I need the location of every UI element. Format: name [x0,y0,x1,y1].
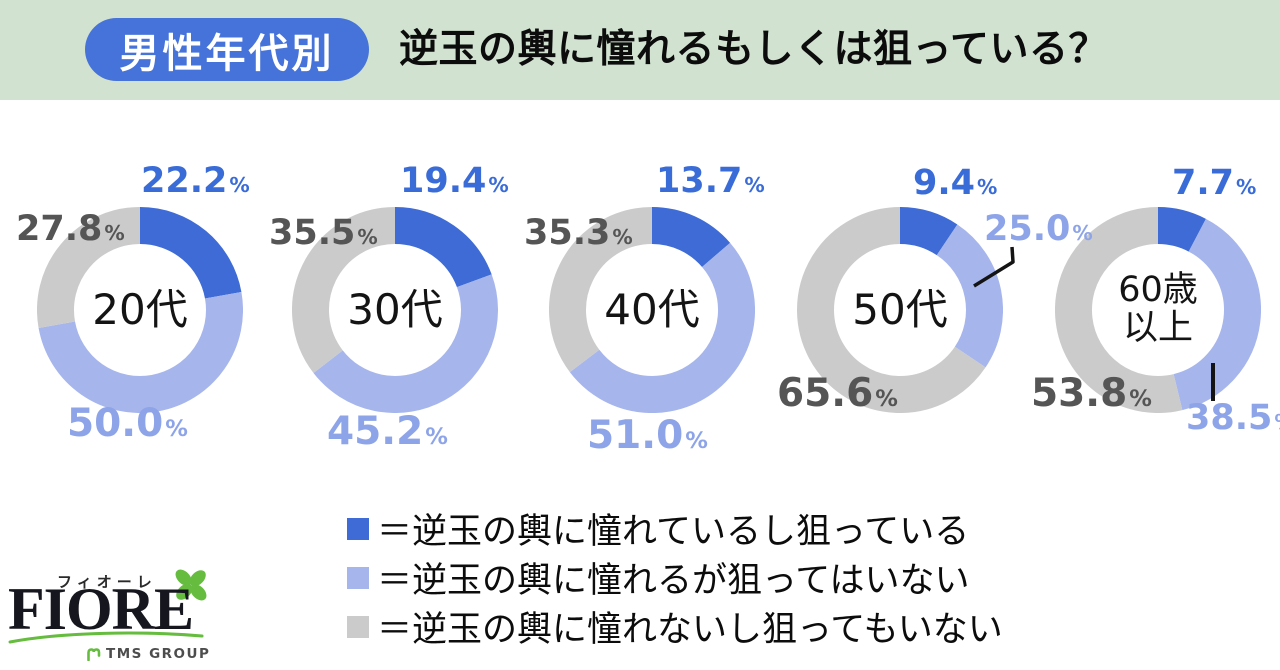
donut-center-label-60plus: 60歳 以上 [1118,270,1198,348]
percent-label-60plus-neither: 53.8% [1031,374,1152,413]
donut-segment-neither [797,207,986,413]
donut-rings-20s [37,207,243,413]
legend-label-aspire-aim: ＝逆玉の輿に憧れているし狙っている [377,512,970,552]
percent-unit: % [229,173,250,197]
percent-value: 35.5 [269,213,356,253]
donut-segment-aspire_and_aim [1157,207,1206,252]
percent-label-20s-aspire-only: 50.0% [67,404,188,443]
tms-group-label: TMS GROUP [106,646,211,662]
percent-value: 22.2 [141,161,228,201]
percent-unit: % [875,386,898,412]
donut-rings-60plus [1055,207,1261,413]
legend-row-aspire-aim: ＝逆玉の輿に憧れているし狙っている [347,504,1003,553]
donut-segment-neither [1055,207,1183,413]
percent-unit: % [165,416,188,442]
percent-label-20s-aspire-aim: 22.2% [141,164,250,199]
percent-unit: % [1129,386,1152,412]
logo-katakana: フィオーレ [57,573,157,591]
donut-rings-30s [292,207,498,413]
donut-segment-aspire_and_aim [139,207,242,300]
donut-rings-40s [549,207,755,413]
percent-label-60plus-aspire-aim: 7.7% [1172,166,1256,201]
percent-value: 25.0 [984,209,1071,249]
percent-unit: % [744,173,765,197]
percent-value: 45.2 [327,409,424,454]
percent-value: 35.3 [524,213,611,253]
percent-label-50s-aspire-aim: 9.4% [913,166,997,201]
percent-value: 19.4 [400,161,487,201]
percent-value: 53.8 [1031,371,1128,416]
donut-segment-aspire_but_not_aim [936,224,1003,368]
percent-unit: % [977,175,998,199]
logo-wordmark: FIORE [8,576,194,642]
percent-value: 7.7 [1172,163,1235,203]
logo-swoosh [8,631,204,644]
percent-unit: % [1072,221,1093,245]
donut-center-label-40s: 40代 [604,285,700,335]
donut-segment-aspire_and_aim [651,207,731,268]
donut-chart-50s: 50代 [797,207,1003,413]
percent-label-20s-neither: 27.8% [16,212,125,247]
clover-icon [175,569,207,601]
percent-label-40s-neither: 35.3% [524,216,633,251]
legend-row-aspire-only: ＝逆玉の輿に憧れるが狙ってはいない [347,553,1003,602]
percent-unit: % [488,173,509,197]
percent-label-30s-aspire-only: 45.2% [327,412,448,451]
percent-label-30s-neither: 35.5% [269,216,378,251]
percent-unit: % [425,424,448,450]
header-badge: 男性年代別 [85,18,369,81]
percent-label-40s-aspire-only: 51.0% [587,416,708,455]
percent-label-60plus-aspire-only: 38.5% [1186,401,1280,436]
donut-segment-neither [549,207,653,373]
tms-group-row: TMS GROUP [86,646,210,662]
donut-center-label-30s: 30代 [347,285,443,335]
donut-center-label-20s: 20代 [92,285,188,335]
legend-label-neither: ＝逆玉の輿に憧れないし狙ってもいない [377,610,1003,650]
percent-value: 13.7 [656,161,743,201]
donut-segment-neither [37,207,141,329]
percent-label-50s-neither: 65.6% [777,374,898,413]
legend-swatch-neither [347,615,369,638]
percent-label-30s-aspire-aim: 19.4% [400,164,509,199]
tms-mark-icon [87,648,101,661]
percent-unit: % [1236,175,1257,199]
percent-value: 38.5 [1186,398,1273,438]
donut-chart-40s: 40代 [549,207,755,413]
percent-value: 27.8 [16,209,103,249]
percent-value: 50.0 [67,401,164,446]
donut-segment-aspire_but_not_aim [313,274,498,413]
donut-segment-aspire_and_aim [899,207,958,256]
donut-chart-60plus: 60歳 以上 [1055,207,1261,413]
percent-label-40s-aspire-aim: 13.7% [656,164,765,199]
percent-value: 9.4 [913,163,976,203]
donut-chart-20s: 20代 [37,207,243,413]
donut-segment-neither [292,207,396,373]
percent-unit: % [685,428,708,454]
donut-chart-30s: 30代 [292,207,498,413]
legend-swatch-aspire-only [347,566,369,589]
legend-label-aspire-only: ＝逆玉の輿に憧れるが狙ってはいない [377,561,970,601]
header: 男性年代別 逆玉の輿に憧れるもしくは狙っている？ [0,0,1280,100]
donut-segment-aspire_but_not_aim [569,242,755,413]
donut-segment-aspire_but_not_aim [38,292,243,413]
percent-value: 51.0 [587,413,684,458]
donut-rings-50s [797,207,1003,413]
percent-unit: % [357,225,378,249]
percent-unit: % [104,221,125,245]
page-title: 逆玉の輿に憧れるもしくは狙っている？ [399,27,1109,72]
percent-unit: % [1274,410,1280,434]
legend: ＝逆玉の輿に憧れているし狙っている ＝逆玉の輿に憧れるが狙ってはいない ＝逆玉の… [347,504,1003,651]
fiore-logo: フィオーレ FIORE TMS GROUP [8,565,223,667]
donut-segment-aspire_and_aim [394,207,492,288]
percent-value: 65.6 [777,371,874,416]
percent-label-50s-aspire-only: 25.0% [984,212,1093,247]
percent-unit: % [612,225,633,249]
legend-swatch-aspire-aim [347,517,369,540]
donut-segment-aspire_but_not_aim [1172,218,1261,411]
legend-row-neither: ＝逆玉の輿に憧れないし狙ってもいない [347,602,1003,651]
donut-center-label-50s: 50代 [852,285,948,335]
